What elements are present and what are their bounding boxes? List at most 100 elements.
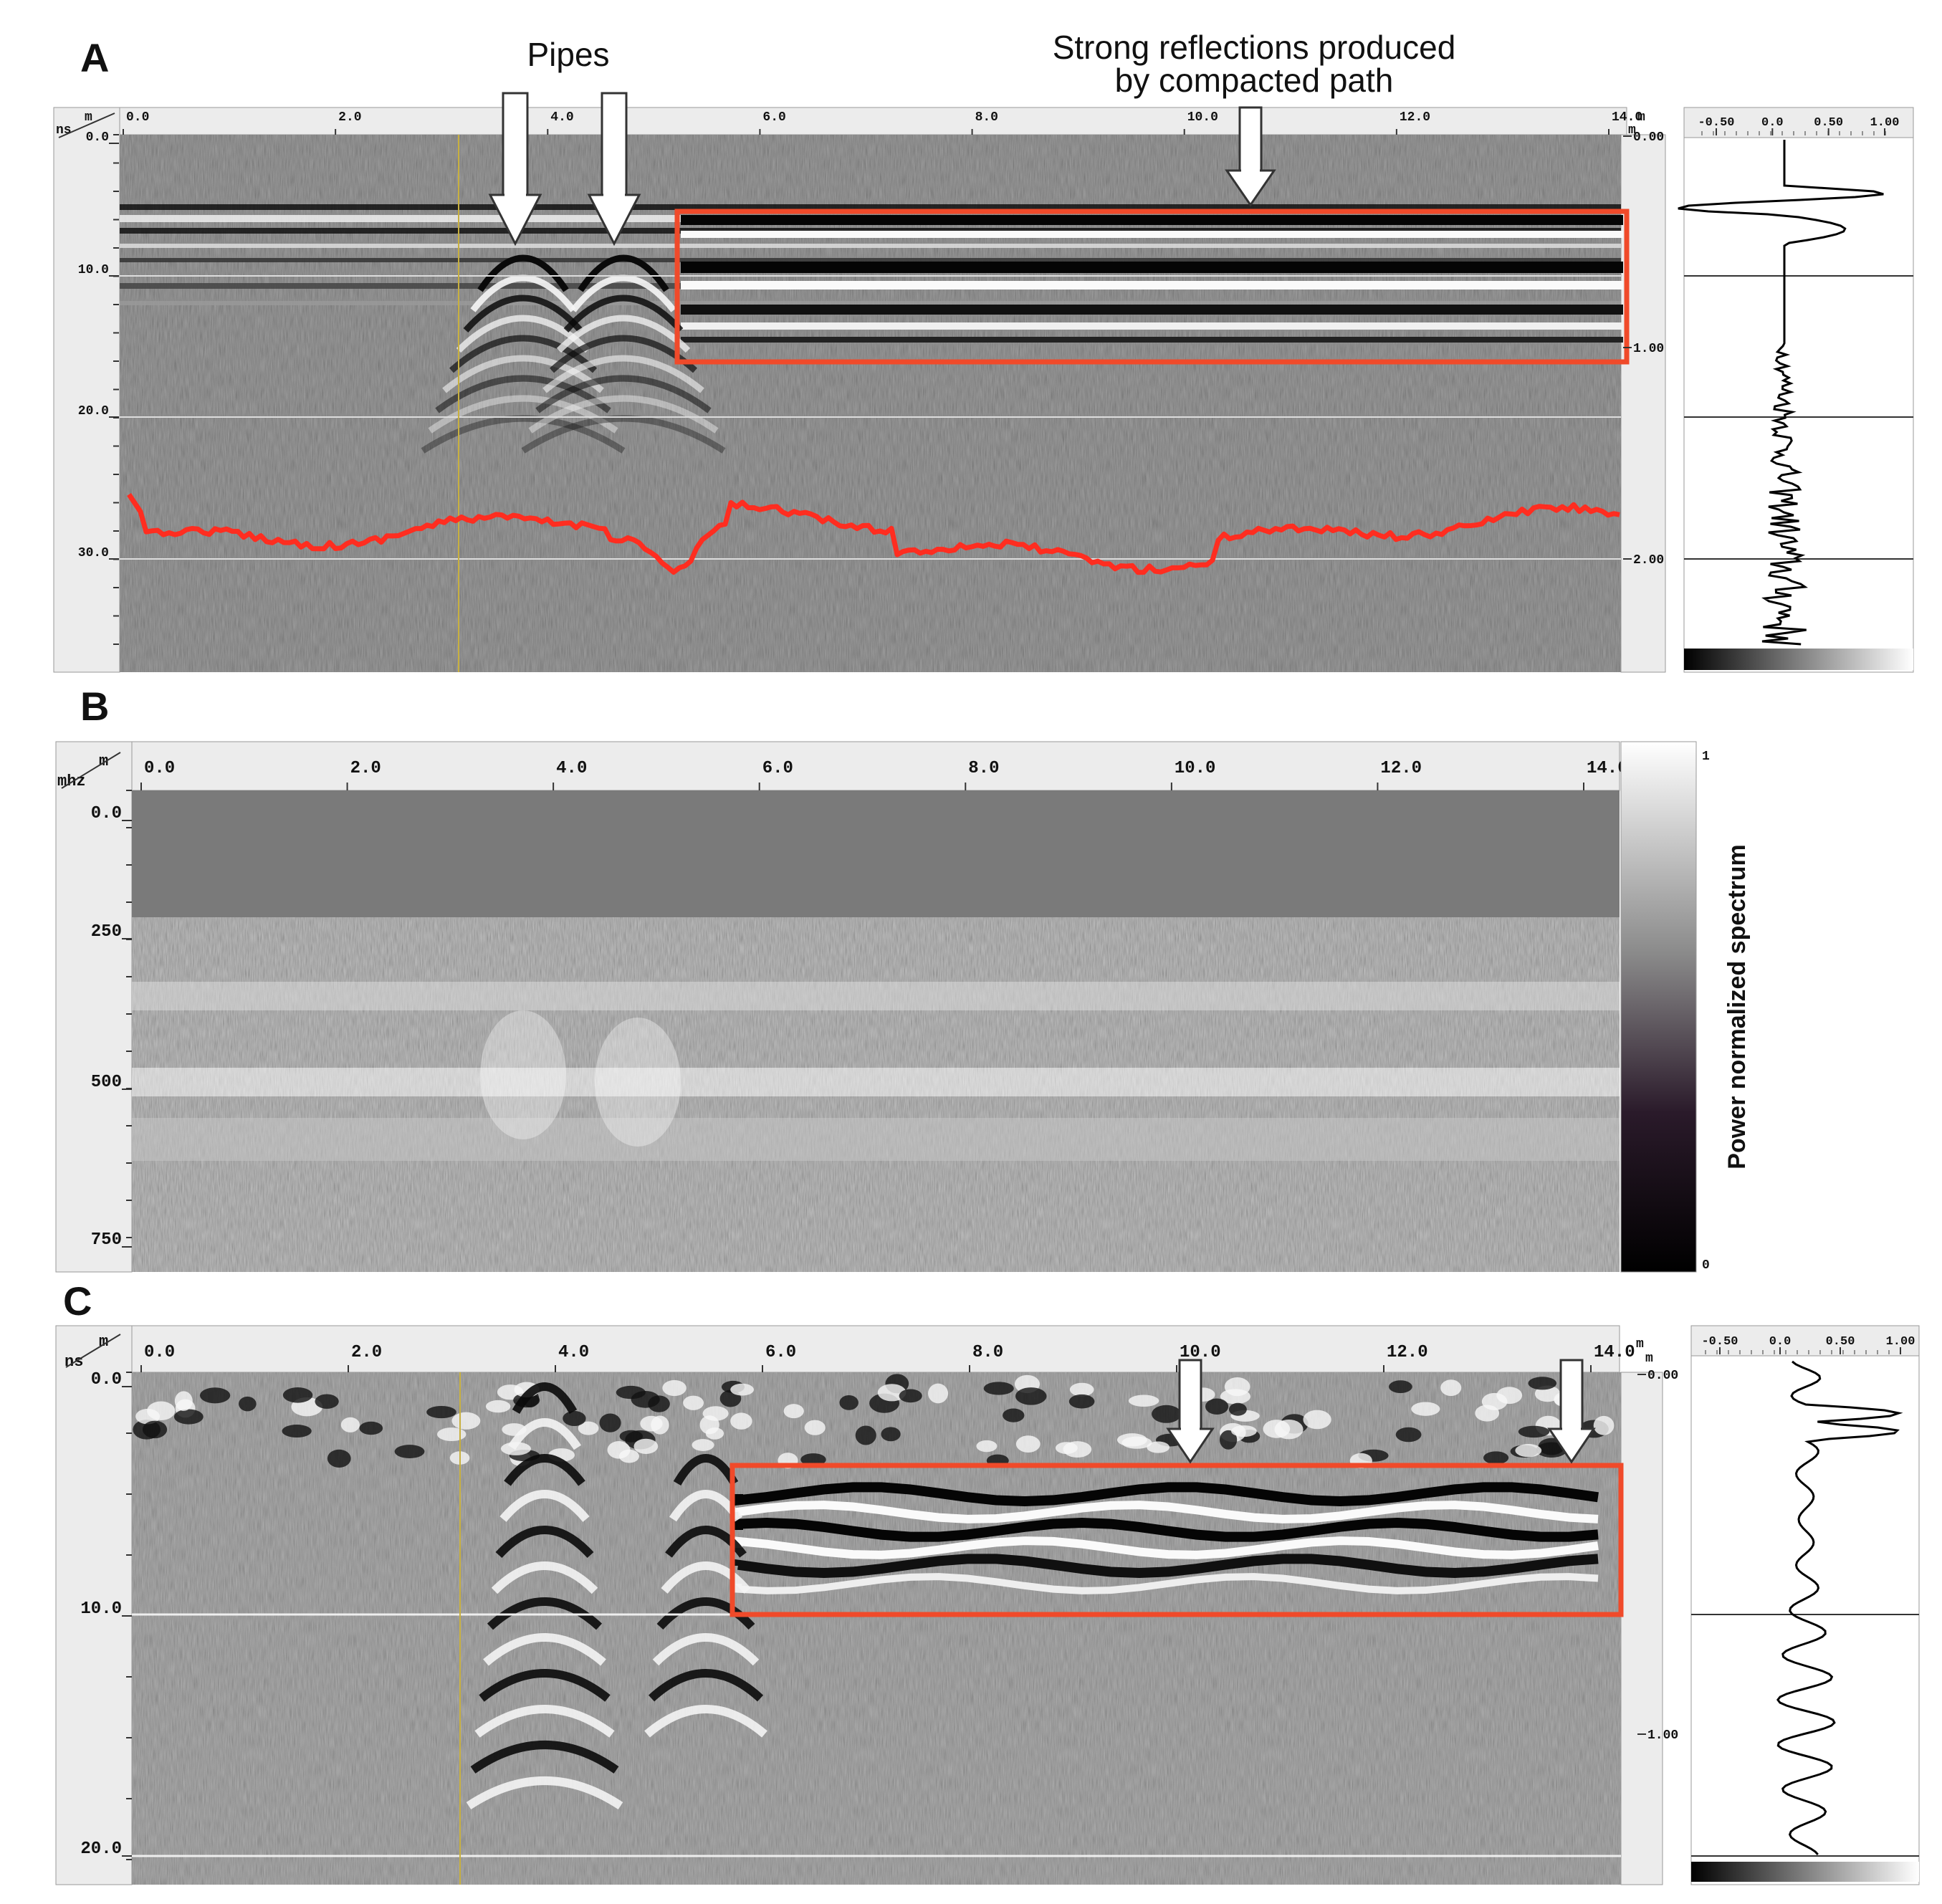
- pipe-hyperbola: [542, 355, 704, 393]
- x-tick-label: 12.0: [1380, 759, 1422, 778]
- noise-blob: [436, 1427, 467, 1442]
- x-tick-label: 10.0: [1187, 110, 1218, 125]
- pipe-hyperbola: [495, 1526, 594, 1559]
- x-tick-label: 12.0: [1400, 110, 1430, 125]
- noise-blob: [1228, 1402, 1247, 1416]
- pipe-hyperbola: [477, 254, 569, 292]
- pipe-hyperbola: [528, 395, 719, 434]
- noise-blob: [616, 1385, 646, 1400]
- noise-blob: [282, 1387, 313, 1403]
- compacted-band: [681, 215, 1623, 225]
- noise-blob: [1116, 1433, 1147, 1447]
- pipe-hyperbola: [479, 1669, 611, 1702]
- panel-c-right-axis: [1620, 1372, 1663, 1885]
- pipe-hyperbola: [507, 1418, 582, 1450]
- pipe-hyperbola: [487, 1597, 603, 1630]
- x-tick-label: 6.0: [762, 759, 793, 778]
- y-tick-label: 500: [91, 1073, 122, 1092]
- panel-b-top-axis: [128, 741, 1620, 791]
- panel-c-trace: [1776, 1360, 1903, 1856]
- pipe-hyperbola: [474, 1705, 615, 1738]
- noise-blob: [633, 1438, 659, 1454]
- compacted-band: [733, 1517, 1599, 1542]
- pipe-hyperbola: [563, 295, 684, 333]
- y-tick-label: 10.0: [80, 1599, 122, 1619]
- panel-c-highlight-box: [730, 1463, 1624, 1617]
- noise-blob: [1205, 1398, 1229, 1415]
- noise-blob: [1496, 1387, 1523, 1405]
- noise-blob: [619, 1430, 643, 1443]
- noise-blob: [1515, 1444, 1542, 1458]
- noise-blob: [1388, 1380, 1412, 1394]
- y-tick-label: 750: [91, 1230, 122, 1250]
- noise-blob: [239, 1396, 257, 1412]
- y-tick-label: 0.0: [91, 804, 122, 823]
- noise-blob: [359, 1421, 383, 1435]
- noise-blob: [1003, 1408, 1025, 1422]
- noise-blob: [1147, 1441, 1170, 1453]
- reflection-band: [120, 204, 1621, 210]
- noise-blob: [983, 1382, 1014, 1395]
- panel-b-colorbar: 1 0 Power normalized spectrum: [1620, 741, 1751, 1273]
- noise-blob: [327, 1449, 351, 1468]
- trace-tick-label: 0.50: [1814, 116, 1843, 130]
- panel-a-depth-unit-2: m: [1628, 123, 1636, 138]
- panel-c-radargram: [132, 1372, 1624, 1885]
- noise-blob: [282, 1425, 312, 1438]
- noise-blob: [1395, 1427, 1422, 1443]
- panel-c-top-axis: [128, 1325, 1620, 1373]
- noise-blob: [142, 1420, 168, 1439]
- compacted-band: [734, 1501, 1599, 1523]
- depth-tick-label: 1.00: [1633, 342, 1664, 356]
- pipe-hyperbola: [421, 415, 626, 454]
- panel-c-trace-gradient: [1691, 1862, 1919, 1882]
- trace-tick-label: 1.00: [1870, 116, 1900, 130]
- noise-blob: [1069, 1382, 1094, 1397]
- noise-blob: [1231, 1425, 1257, 1437]
- noise-blob: [928, 1383, 949, 1404]
- panel-a-left-axis: [53, 107, 120, 673]
- pipe-hyperbola: [578, 254, 669, 292]
- colorbar-min: 0: [1702, 1258, 1710, 1273]
- noise-blob: [1015, 1435, 1041, 1453]
- noise-blob: [607, 1441, 631, 1459]
- pipe-hyperbola: [466, 1776, 623, 1810]
- panel-c-letter: C: [63, 1278, 92, 1324]
- x-tick-label: 8.0: [975, 110, 998, 125]
- noise-blob: [563, 1410, 586, 1427]
- noise-blob: [730, 1412, 752, 1430]
- noise-blob: [199, 1387, 231, 1404]
- spectrum-band: [132, 982, 1620, 1010]
- noise-blob: [451, 1412, 481, 1430]
- x-tick-label: 2.0: [338, 110, 361, 125]
- x-tick-label: 2.0: [350, 759, 381, 778]
- y-tick-label: 0.0: [86, 130, 109, 145]
- pipe-hyperbola: [428, 395, 618, 434]
- noise-blob: [730, 1383, 755, 1396]
- x-tick-label: 2.0: [351, 1343, 382, 1362]
- noise-blob: [1015, 1387, 1047, 1405]
- strong-reflections-line2: by compacted path: [1115, 62, 1394, 99]
- pipe-hyperbola: [449, 335, 598, 373]
- pipe-arrow-2: [587, 92, 641, 247]
- compacted-band: [735, 1573, 1599, 1594]
- noise-blob: [1475, 1405, 1500, 1422]
- trace-tick-label: 0.0: [1769, 1335, 1792, 1349]
- noise-blob: [394, 1445, 425, 1458]
- spectrum-anomaly: [595, 1018, 681, 1147]
- compacted-band: [681, 305, 1623, 315]
- y-tick-label: 10.0: [78, 263, 109, 277]
- trace-tick-label: 0.50: [1826, 1335, 1855, 1349]
- pipe-hyperbola: [442, 355, 604, 393]
- depth-tick-label: 0.00: [1633, 130, 1664, 145]
- spectrum-anomaly: [480, 1010, 566, 1139]
- y-tick-label: 20.0: [78, 404, 109, 418]
- panel-c-corner-divider: [65, 1334, 121, 1368]
- noise-blob: [1152, 1405, 1182, 1423]
- pipe-hyperbola: [470, 1741, 619, 1774]
- pipe-hyperbola: [644, 1705, 767, 1738]
- panel-a-top-axis: [114, 107, 1627, 135]
- panel-b-letter: B: [80, 684, 109, 729]
- y-tick-label: 250: [91, 922, 122, 942]
- panel-c-trace-panel: -0.50 0.0 0.50 1.00: [1690, 1325, 1920, 1885]
